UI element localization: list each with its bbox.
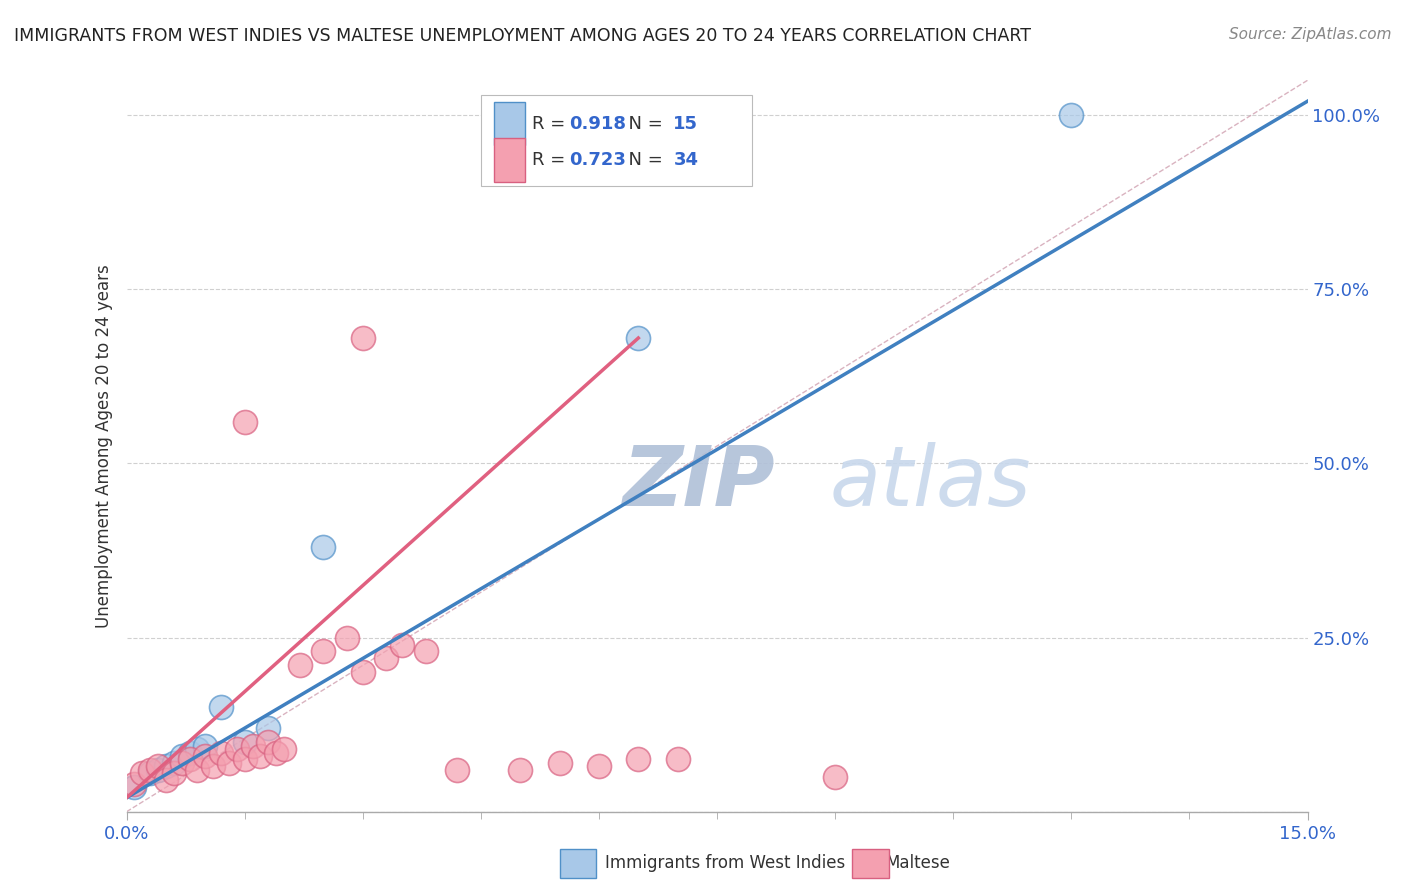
Point: [139, 766, 162, 780]
Point: [336, 631, 359, 645]
Point: [225, 742, 247, 756]
Point: [209, 700, 232, 714]
Point: [264, 746, 287, 760]
Point: [131, 766, 153, 780]
Point: [249, 749, 271, 764]
Point: [155, 773, 177, 788]
Text: 0.918: 0.918: [569, 115, 627, 133]
Point: [218, 756, 240, 770]
Point: [446, 763, 468, 777]
Point: [824, 770, 846, 784]
Point: [1060, 108, 1083, 122]
Point: [352, 665, 374, 680]
Point: [257, 721, 280, 735]
Text: Source: ZipAtlas.com: Source: ZipAtlas.com: [1229, 27, 1392, 42]
Point: [352, 331, 374, 345]
Point: [209, 746, 232, 760]
Text: R =: R =: [531, 115, 571, 133]
FancyBboxPatch shape: [481, 95, 752, 186]
Point: [186, 763, 208, 777]
Point: [202, 759, 225, 773]
FancyBboxPatch shape: [494, 103, 524, 145]
Text: atlas: atlas: [830, 442, 1031, 523]
Point: [627, 331, 650, 345]
Point: [588, 759, 610, 773]
Text: Immigrants from West Indies: Immigrants from West Indies: [605, 854, 845, 871]
Point: [391, 638, 413, 652]
Text: 15: 15: [673, 115, 699, 133]
Point: [139, 763, 162, 777]
Point: [146, 759, 169, 773]
Point: [288, 658, 311, 673]
Point: [163, 766, 186, 780]
Text: Maltese: Maltese: [886, 854, 950, 871]
Point: [257, 735, 280, 749]
Y-axis label: Unemployment Among Ages 20 to 24 years: Unemployment Among Ages 20 to 24 years: [94, 264, 112, 628]
Point: [163, 756, 186, 770]
Point: [194, 739, 217, 753]
Point: [548, 756, 571, 770]
Point: [124, 780, 146, 795]
Text: R =: R =: [531, 151, 571, 169]
Point: [233, 752, 256, 766]
Text: ZIP: ZIP: [623, 442, 775, 523]
Point: [124, 777, 146, 791]
Point: [415, 644, 437, 658]
Point: [509, 763, 531, 777]
Text: 0.723: 0.723: [569, 151, 626, 169]
Point: [233, 735, 256, 749]
Point: [179, 752, 201, 766]
Point: [170, 749, 193, 764]
Point: [155, 759, 177, 773]
Point: [186, 742, 208, 756]
Point: [666, 752, 689, 766]
Point: [312, 644, 335, 658]
Point: [312, 540, 335, 554]
Point: [233, 415, 256, 429]
Point: [179, 746, 201, 760]
Point: [170, 756, 193, 770]
Point: [242, 739, 264, 753]
Text: 34: 34: [673, 151, 699, 169]
Point: [146, 763, 169, 777]
Point: [273, 742, 295, 756]
Text: IMMIGRANTS FROM WEST INDIES VS MALTESE UNEMPLOYMENT AMONG AGES 20 TO 24 YEARS CO: IMMIGRANTS FROM WEST INDIES VS MALTESE U…: [14, 27, 1031, 45]
Text: N =: N =: [617, 115, 668, 133]
Point: [627, 752, 650, 766]
FancyBboxPatch shape: [494, 138, 524, 182]
Point: [194, 749, 217, 764]
Point: [375, 651, 398, 665]
Text: N =: N =: [617, 151, 668, 169]
